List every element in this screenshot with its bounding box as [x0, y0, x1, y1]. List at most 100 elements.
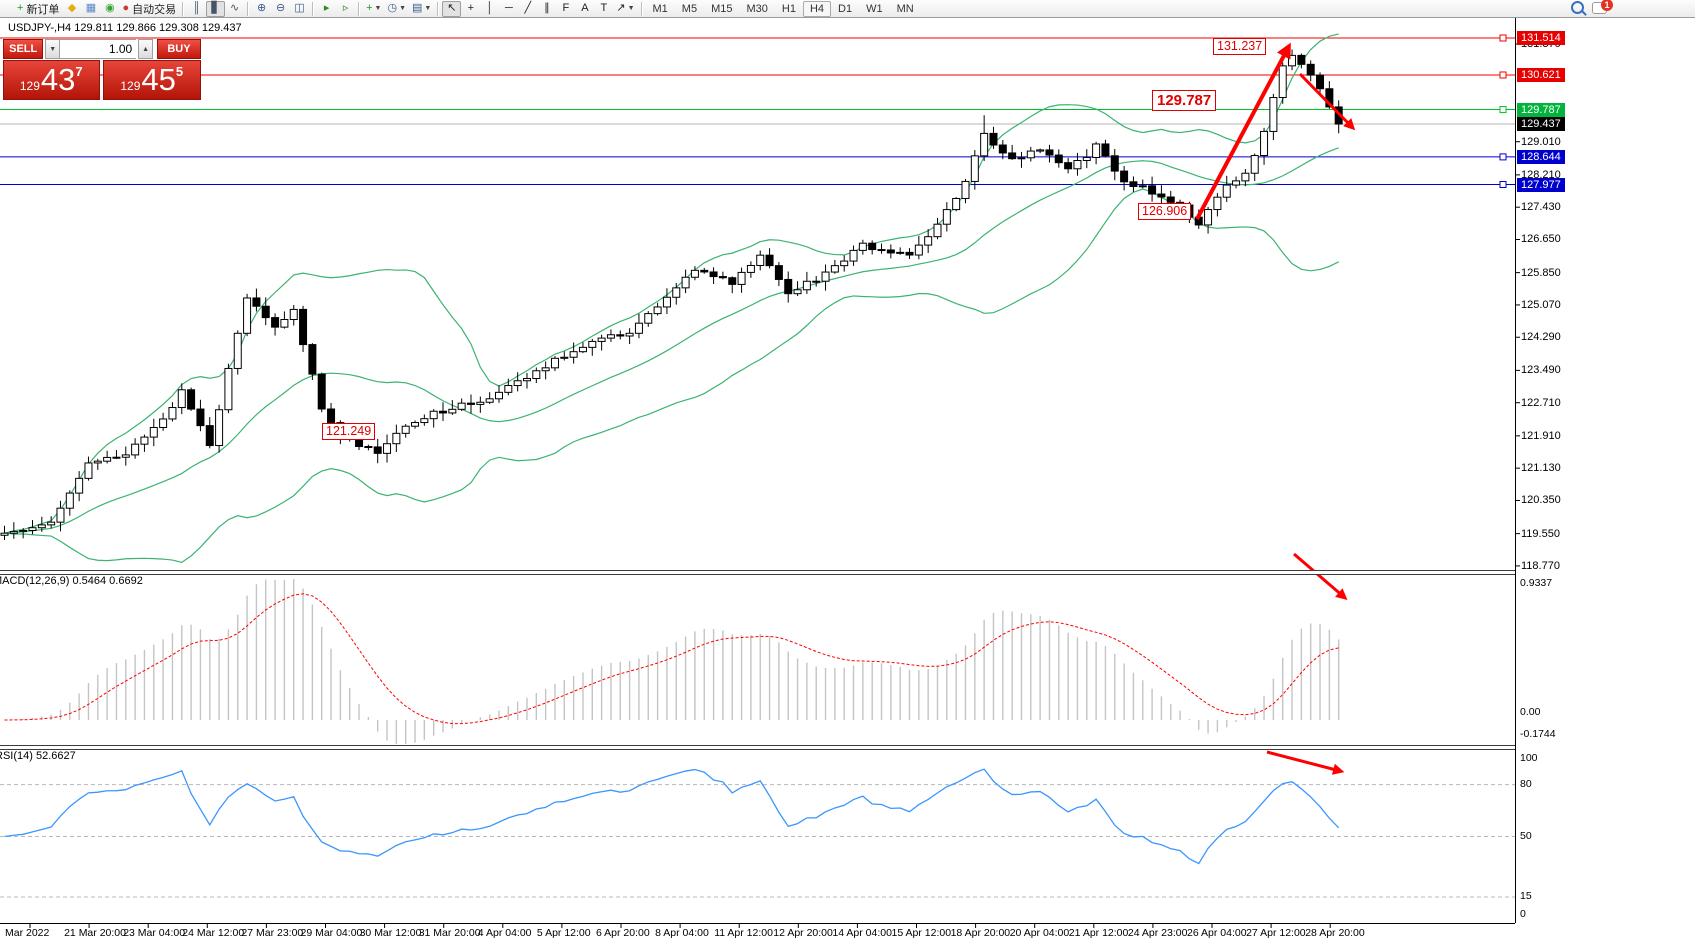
chat-icon[interactable]: 1	[1592, 0, 1613, 14]
price-level-badge: 127.977	[1517, 177, 1565, 192]
history-icon[interactable]: ◆	[62, 1, 81, 17]
rsi-axis-value: 0	[1520, 908, 1526, 920]
time-axis-label: 27 Mar 23:00	[241, 927, 304, 939]
price-axis-tick: 119.550	[1521, 527, 1560, 540]
indicators-icon: +	[366, 2, 373, 14]
bid-main: 43	[40, 62, 76, 97]
timeframe-h4-button[interactable]: H4	[802, 0, 832, 17]
candlestick-mode-button[interactable]: ▋	[206, 0, 226, 17]
horizontal-line-button[interactable]: ─	[499, 1, 518, 17]
time-axis-label: 12 Apr 20:00	[773, 927, 833, 939]
autotrade-button[interactable]: ● 自动交易	[119, 1, 179, 17]
line-chart-mode-icon: ∿	[229, 2, 240, 14]
top-toolbar: + 新订单 ◆ ▦ ◉ ● 自动交易 ║ ▋ ∿ ⊕ ⊖ ◫ ▸ ▹ + ▼ ◷ ▼ ▤ ▼ ↖ + │ ─ ╱ ∥ F A T ↗ ▼ M1 M…	[0, 0, 1695, 18]
toolbar-separator	[640, 1, 643, 16]
timeframe-m30-button[interactable]: M30	[746, 2, 768, 15]
price-axis-tick: 122.710	[1521, 396, 1561, 409]
chevron-down-icon: ▼	[399, 5, 407, 12]
toolbar-separator	[358, 1, 361, 16]
signal-icon[interactable]: ◉	[100, 1, 119, 17]
timeframe-d1-button[interactable]: D1	[838, 2, 853, 15]
time-axis-label: 31 Mar 20:00	[418, 927, 481, 939]
price-level-badge: 131.514	[1517, 31, 1565, 45]
timeframe-m15-button[interactable]: M15	[711, 2, 733, 15]
price-level-badge: 130.621	[1517, 67, 1565, 82]
search-icon[interactable]	[1571, 1, 1584, 14]
toolbar-right-group: 1	[1571, 0, 1613, 14]
volume-increase-button[interactable]: ▲	[138, 39, 153, 59]
time-axis-label: 14 Apr 04:00	[832, 927, 892, 939]
time-axis-label: 24 Apr 23:00	[1127, 927, 1188, 939]
bid-price[interactable]: 129 43 7	[3, 60, 100, 100]
channel-button[interactable]: ∥	[537, 1, 556, 17]
rsi-panel-separator[interactable]	[0, 745, 1515, 750]
price-axis-tick: 129.010	[1521, 135, 1561, 148]
toolbar-separator	[437, 1, 440, 16]
bid-pip: 7	[75, 64, 83, 79]
toolbar-separator	[182, 1, 185, 16]
timeframe-h1-button[interactable]: H1	[781, 2, 796, 15]
buy-button[interactable]: BUY	[156, 39, 201, 59]
auto-scroll-button[interactable]: ▸	[317, 1, 336, 17]
volume-decrease-button[interactable]: ▼	[45, 39, 61, 59]
price-annotation: 121.249	[322, 423, 376, 440]
time-axis-label: 29 Mar 04:00	[300, 927, 363, 939]
trendline-button[interactable]: ╱	[518, 1, 537, 17]
line-chart-mode-button[interactable]: ∿	[225, 1, 244, 17]
chart-shift-button[interactable]: ▹	[336, 1, 355, 17]
sell-button[interactable]: SELL	[3, 39, 44, 59]
price-annotation: 126.906	[1138, 203, 1192, 220]
time-axis-label: 23 Mar 04:00	[123, 927, 186, 939]
indicators-button[interactable]: + ▼	[363, 1, 384, 17]
timeframe-m1-button[interactable]: M1	[652, 2, 668, 15]
price-axis-line	[1515, 18, 1516, 923]
ask-price[interactable]: 129 45 5	[102, 60, 201, 100]
timeframe-mn-button[interactable]: MN	[896, 2, 914, 15]
crosshair-button[interactable]: +	[461, 1, 480, 17]
zoom-out-icon: ⊖	[275, 2, 286, 14]
macd-axis-value: 0.9337	[1520, 577, 1553, 589]
time-axis-label: 24 Mar 12:00	[182, 927, 245, 939]
time-axis-label: 11 Apr 12:00	[714, 927, 773, 939]
text-label-icon: T	[600, 2, 608, 14]
arrows-button[interactable]: ↗ ▼	[613, 1, 637, 17]
periods-button[interactable]: ◷ ▼	[384, 1, 409, 17]
new-order-button[interactable]: + 新订单	[14, 1, 62, 17]
macd-axis-value: 0.00	[1520, 706, 1541, 718]
macd-panel-separator[interactable]	[0, 570, 1515, 575]
tile-windows-button[interactable]: ◫	[290, 1, 309, 17]
chart-window-icon[interactable]: ▦	[81, 1, 100, 17]
rsi-indicator-label: RSI(14) 52.6627	[0, 750, 76, 762]
zoom-out-button[interactable]: ⊖	[271, 1, 290, 17]
time-axis-label: 20 Apr 04:00	[1009, 927, 1070, 939]
bar-chart-mode-button[interactable]: ║	[187, 1, 206, 17]
time-axis-label: 15 Apr 12:00	[891, 927, 952, 939]
time-axis-label: 5 Apr 12:00	[536, 927, 591, 939]
rsi-axis-value: 15	[1520, 890, 1532, 902]
price-axis-tick: 123.490	[1521, 364, 1561, 377]
timeframe-w1-button[interactable]: W1	[866, 2, 883, 15]
price-axis-tick: 121.130	[1521, 462, 1561, 475]
cursor-button[interactable]: ↖	[442, 0, 462, 17]
text-button[interactable]: A	[575, 1, 594, 17]
time-axis-label: Mar 2022	[5, 927, 50, 939]
autotrade-icon: ●	[122, 2, 130, 14]
chevron-down-icon: ▼	[424, 5, 432, 12]
fibonacci-button[interactable]: F	[556, 1, 575, 17]
toolbar-separator	[247, 1, 250, 16]
zoom-in-icon: ⊕	[256, 2, 267, 14]
time-axis-label: 21 Mar 20:00	[64, 927, 126, 939]
price-axis-tick: 118.770	[1521, 559, 1560, 572]
horizontal-line-icon: ─	[504, 2, 513, 14]
volume-input[interactable]	[60, 39, 137, 59]
text-label-button[interactable]: T	[594, 1, 613, 17]
time-axis-label: 21 Apr 12:00	[1068, 927, 1129, 939]
templates-button[interactable]: ▤ ▼	[409, 1, 434, 17]
time-axis-label: 30 Mar 12:00	[359, 927, 422, 939]
zoom-in-button[interactable]: ⊕	[252, 1, 271, 17]
rsi-axis-value: 80	[1520, 778, 1532, 790]
history-icon-icon: ◆	[67, 2, 77, 14]
vertical-line-button[interactable]: │	[480, 1, 499, 17]
timeframe-m5-button[interactable]: M5	[681, 2, 698, 15]
